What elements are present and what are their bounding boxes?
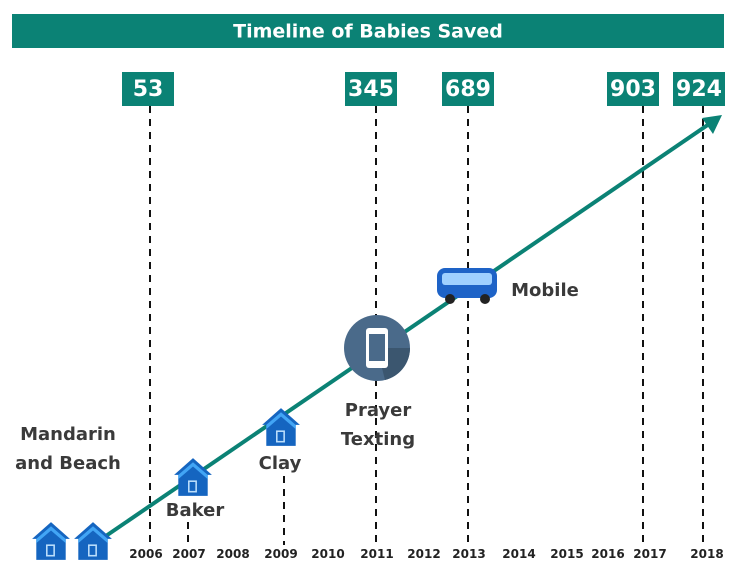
year-label: 2015 — [550, 547, 583, 561]
milestone-label: Clay — [245, 449, 315, 478]
year-label: 2010 — [311, 547, 344, 561]
house-icon — [262, 408, 300, 446]
milestone-label: Prayer Texting — [328, 396, 428, 454]
count-label: 53 — [133, 77, 164, 102]
bus-icon — [437, 268, 497, 304]
page: Timeline of Babies Saved 2006 2007 2008 200… — [0, 0, 736, 562]
year-label: 2011 — [360, 547, 393, 561]
count-label: 345 — [348, 77, 394, 102]
year-label: 2013 — [452, 547, 485, 561]
milestone-label: Baker — [155, 496, 235, 525]
year-label: 2016 — [591, 547, 624, 561]
title: Timeline of Babies Saved — [233, 21, 503, 43]
year-label: 2014 — [502, 547, 535, 561]
milestone-label: Mandarin and Beach — [8, 420, 128, 478]
house-icon — [32, 522, 70, 560]
count-label: 924 — [676, 77, 722, 102]
dashed-lines — [150, 106, 703, 545]
year-label: 2008 — [216, 547, 249, 561]
year-label: 2018 — [690, 547, 723, 561]
house-icon — [74, 522, 112, 560]
phone-icon — [344, 315, 410, 381]
count-label: 903 — [610, 77, 656, 102]
year-label: 2017 — [633, 547, 666, 561]
milestone-label: Mobile — [500, 276, 590, 305]
year-label: 2012 — [407, 547, 440, 561]
count-label: 689 — [445, 77, 491, 102]
year-label: 2009 — [264, 547, 297, 561]
year-label: 2006 — [129, 547, 162, 561]
year-label: 2007 — [172, 547, 205, 561]
house-icon — [174, 458, 212, 496]
